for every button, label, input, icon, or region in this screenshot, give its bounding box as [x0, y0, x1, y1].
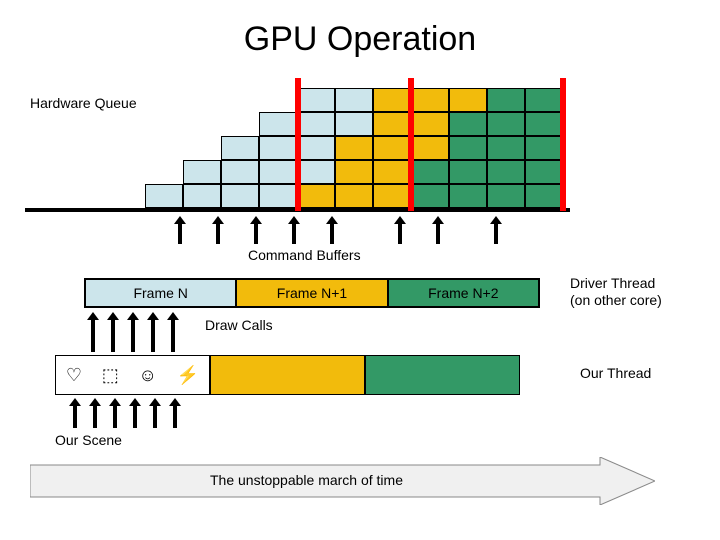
hwq-cell	[449, 160, 487, 184]
hwq-cell	[525, 160, 563, 184]
hwq-cell	[335, 184, 373, 208]
our-thread-bar: ♡ ⬚ ☺ ⚡	[55, 355, 520, 395]
frame-divider	[560, 78, 566, 211]
hwq-cell	[183, 184, 221, 208]
hwq-cell	[297, 136, 335, 160]
hwq-cell	[259, 184, 297, 208]
hwq-cell	[335, 112, 373, 136]
hwq-cell	[487, 112, 525, 136]
our-thread-label: Our Thread	[580, 365, 651, 381]
hwq-cell	[373, 184, 411, 208]
our-thread-segment	[210, 355, 365, 395]
scene-arrow	[168, 398, 182, 428]
hwq-cell	[449, 112, 487, 136]
hwq-cell	[525, 136, 563, 160]
hwq-cell	[525, 112, 563, 136]
scene-icon: ⬚	[102, 365, 119, 386]
frame-divider	[295, 78, 301, 211]
frame-divider	[408, 78, 414, 211]
scene-arrow	[68, 398, 82, 428]
hwq-cell	[449, 136, 487, 160]
scene-arrow	[128, 398, 142, 428]
time-arrow-label: The unstoppable march of time	[210, 472, 403, 488]
hwq-cell	[373, 136, 411, 160]
command-buffer-arrow	[287, 216, 301, 244]
hwq-cell	[487, 184, 525, 208]
hwq-cell	[411, 160, 449, 184]
hwq-cell	[335, 160, 373, 184]
draw-calls-label: Draw Calls	[205, 317, 273, 333]
draw-call-arrow	[126, 312, 140, 352]
page-title: GPU Operation	[0, 20, 720, 59]
scene-icon: ♡	[66, 365, 82, 386]
our-thread-segment: ♡ ⬚ ☺ ⚡	[55, 355, 210, 395]
hwq-cell	[525, 184, 563, 208]
driver-thread-line1: Driver Thread	[570, 275, 655, 291]
scene-icon: ☺	[139, 365, 157, 386]
our-thread-segment	[365, 355, 520, 395]
draw-call-arrow	[86, 312, 100, 352]
scene-arrow	[88, 398, 102, 428]
hwq-cell	[221, 184, 259, 208]
hwq-cell	[297, 184, 335, 208]
our-scene-label: Our Scene	[55, 432, 122, 448]
frame-segment: Frame N	[86, 280, 237, 306]
hwq-cell	[411, 88, 449, 112]
draw-call-arrow	[166, 312, 180, 352]
frame-segment: Frame N+1	[237, 280, 388, 306]
command-buffer-arrow	[325, 216, 339, 244]
hwq-cell	[487, 88, 525, 112]
hwq-cell	[373, 88, 411, 112]
hwq-cell	[259, 112, 297, 136]
hwq-cell	[335, 136, 373, 160]
scene-arrow	[148, 398, 162, 428]
hwq-cell	[525, 88, 563, 112]
hwq-cell	[487, 160, 525, 184]
scene-icon: ⚡	[177, 365, 199, 386]
hwq-cell	[297, 112, 335, 136]
hwq-cell	[297, 88, 335, 112]
command-buffer-arrow	[173, 216, 187, 244]
hardware-queue-grid	[145, 88, 563, 208]
hwq-cell	[183, 160, 221, 184]
hwq-cell	[411, 112, 449, 136]
hwq-cell	[449, 184, 487, 208]
hwq-cell	[373, 160, 411, 184]
scene-arrow	[108, 398, 122, 428]
hwq-cell	[221, 160, 259, 184]
draw-call-arrow	[146, 312, 160, 352]
command-buffer-arrow	[489, 216, 503, 244]
hwq-cell	[487, 136, 525, 160]
command-buffer-arrow	[431, 216, 445, 244]
driver-thread-line2: (on other core)	[570, 292, 662, 308]
driver-thread-label: Driver Thread (on other core)	[570, 275, 662, 309]
command-buffers-label: Command Buffers	[248, 247, 361, 263]
frame-segment: Frame N+2	[389, 280, 538, 306]
command-buffer-arrow	[211, 216, 225, 244]
hwq-cell	[411, 184, 449, 208]
hwq-cell	[297, 160, 335, 184]
hwq-cell	[411, 136, 449, 160]
hwq-cell	[449, 88, 487, 112]
hwq-cell	[259, 136, 297, 160]
hwq-cell	[259, 160, 297, 184]
hwq-cell	[335, 88, 373, 112]
draw-call-arrow	[106, 312, 120, 352]
hwq-cell	[373, 112, 411, 136]
hardware-queue-label: Hardware Queue	[30, 95, 137, 111]
command-buffer-arrow	[249, 216, 263, 244]
hwq-cell	[221, 136, 259, 160]
command-buffer-arrow	[393, 216, 407, 244]
frame-bar: Frame NFrame N+1Frame N+2	[84, 278, 540, 308]
hwq-cell	[145, 184, 183, 208]
